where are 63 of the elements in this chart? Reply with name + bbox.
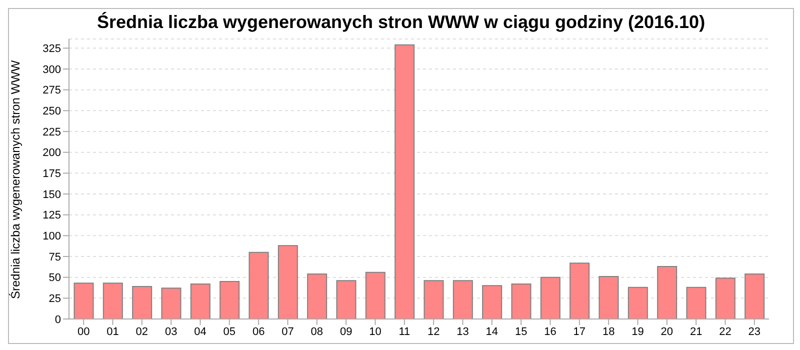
bar [598, 276, 619, 319]
bar [394, 44, 415, 319]
x-tick-label: 21 [690, 326, 702, 338]
bar [540, 276, 560, 319]
x-tick-label: 23 [748, 326, 761, 338]
x-tick-label: 17 [573, 326, 586, 338]
bar [511, 284, 532, 319]
y-tick-label: 100 [42, 230, 61, 243]
y-tick-label: 325 [42, 43, 61, 56]
x-tick-label: 04 [194, 326, 206, 338]
y-tick-label: 300 [42, 64, 61, 76]
x-tick-label: 05 [223, 326, 236, 338]
bar [570, 262, 590, 319]
x-tick-label: 11 [398, 326, 410, 338]
x-tick-label: 19 [632, 326, 644, 338]
bar [74, 282, 94, 319]
bar [248, 252, 269, 319]
y-tick-label: 275 [42, 84, 61, 97]
bar [744, 274, 765, 319]
bar [161, 288, 182, 319]
bar [482, 285, 502, 319]
x-tick-label: 16 [544, 326, 556, 338]
x-tick-label: 06 [252, 326, 265, 338]
x-tick-label: 12 [427, 326, 440, 338]
bar [715, 278, 736, 319]
y-tick-label: 250 [42, 106, 61, 118]
bar [628, 286, 648, 319]
x-tick-label: 20 [660, 326, 674, 338]
x-tick-label: 09 [340, 326, 352, 338]
bar [365, 272, 386, 319]
x-tick-label: 02 [136, 326, 148, 338]
x-tick-label: 13 [456, 326, 469, 338]
y-tick-label: 200 [42, 147, 61, 160]
bar [190, 284, 210, 319]
y-tick-label: 150 [42, 188, 61, 201]
bar [424, 280, 444, 319]
x-tick-label: 22 [719, 326, 732, 338]
x-tick-label: 00 [77, 326, 90, 338]
x-tick-label: 14 [486, 326, 498, 338]
x-tick-label: 18 [602, 326, 615, 338]
bar [686, 286, 706, 319]
x-tick-label: 07 [282, 326, 294, 338]
bar [336, 280, 356, 319]
bar [102, 282, 123, 319]
y-tick-label: 125 [42, 210, 61, 222]
y-tick-label: 225 [42, 126, 61, 138]
x-tick-label: 10 [369, 326, 382, 338]
bar [452, 280, 473, 319]
x-tick-label: 01 [106, 326, 119, 338]
y-tick-label: 175 [42, 168, 61, 180]
bar [307, 274, 328, 319]
bar [220, 281, 240, 319]
bar [657, 266, 678, 319]
bar [132, 286, 152, 319]
x-tick-label: 08 [310, 326, 324, 338]
x-tick-label: 03 [164, 326, 178, 338]
y-tick-label: 0 [54, 314, 61, 326]
y-tick-label: 75 [48, 251, 61, 264]
chart-title: Średnia liczba wygenerowanych stron WWW w ciągu godziny (2016.10) [96, 11, 706, 34]
y-tick-label: 25 [48, 293, 61, 306]
y-tick-label: 50 [48, 272, 61, 284]
bar [278, 245, 298, 319]
x-tick-label: 15 [514, 326, 528, 338]
